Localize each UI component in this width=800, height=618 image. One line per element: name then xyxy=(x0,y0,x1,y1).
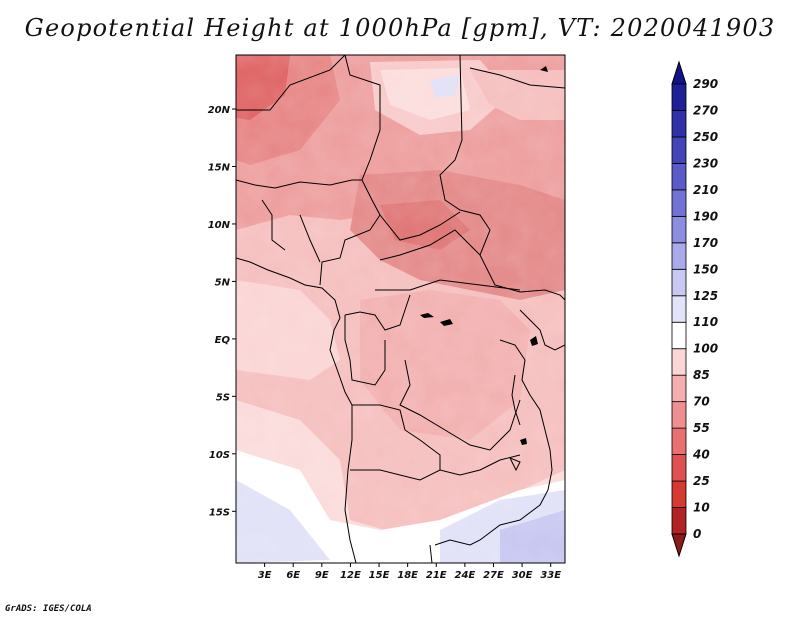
map-title: Geopotential Height at 1000hPa [gpm], VT… xyxy=(24,14,776,42)
colorbar-swatch xyxy=(671,295,687,323)
colorbar-label: 290 xyxy=(693,77,718,91)
colorbar-swatch xyxy=(671,189,687,217)
x-tick-label: 27E xyxy=(483,570,504,581)
y-tick-label: 5N xyxy=(215,277,231,288)
colorbar-swatch xyxy=(671,507,687,535)
y-tick-label: 10N xyxy=(208,220,231,231)
colorbar-swatch xyxy=(671,110,687,138)
y-tick-label: 10S xyxy=(209,450,230,461)
map-frame xyxy=(235,54,566,564)
x-tick-label: 24E xyxy=(454,570,475,581)
colorbar-swatch xyxy=(671,427,687,455)
colorbar-label: 190 xyxy=(693,209,718,223)
x-tick-label: 18E xyxy=(397,570,418,581)
colorbar-swatch xyxy=(671,374,687,403)
colorbar-swatch xyxy=(671,83,687,111)
colorbar-label: 10 xyxy=(693,501,710,515)
x-tick-label: 15E xyxy=(369,570,390,581)
colorbar-swatch xyxy=(671,480,687,508)
colorbar-label: 55 xyxy=(693,421,710,435)
colorbar-top-arrow xyxy=(671,60,687,85)
colorbar-label: 150 xyxy=(693,262,718,276)
footer-credit: GrADS: IGES/COLA xyxy=(5,604,92,614)
colorbar-swatch xyxy=(671,163,687,191)
x-tick-label: 30E xyxy=(512,570,533,581)
colorbar-label: 270 xyxy=(693,103,718,117)
x-tick-label: 21E xyxy=(426,570,447,581)
colorbar-label: 110 xyxy=(693,315,718,329)
colorbar-label: 250 xyxy=(693,130,718,144)
colorbar-swatch xyxy=(671,215,687,244)
colorbar-label: 25 xyxy=(693,474,710,488)
colorbar-swatch xyxy=(671,454,687,482)
y-tick-label: 5S xyxy=(216,392,230,403)
x-tick-label: 3E xyxy=(258,570,272,581)
colorbar-label: 0 xyxy=(693,527,701,541)
colorbar-swatch xyxy=(671,401,687,429)
colorbar-bottom-arrow xyxy=(671,533,687,558)
latitude-axis: 20N 15N 10N 5N EQ 5S 10S 15S xyxy=(208,105,236,518)
y-tick-label: EQ xyxy=(215,335,231,346)
colorbar: 0 10 25 40 55 70 85 100 110 125 150 170 190 210 230 250… xyxy=(671,60,718,558)
y-tick-label: 20N xyxy=(208,105,231,116)
colorbar-label: 100 xyxy=(693,342,718,356)
colorbar-swatch xyxy=(671,348,687,376)
colorbar-label: 170 xyxy=(693,236,718,250)
colorbar-label: 230 xyxy=(693,156,718,170)
colorbar-label: 85 xyxy=(693,368,710,382)
y-tick-label: 15N xyxy=(208,162,231,173)
colorbar-swatch xyxy=(671,242,687,270)
x-tick-label: 9E xyxy=(315,570,329,581)
x-tick-label: 12E xyxy=(340,570,361,581)
colorbar-swatch xyxy=(671,268,687,297)
colorbar-label: 210 xyxy=(693,183,718,197)
colorbar-label: 70 xyxy=(693,395,710,409)
colorbar-label: 125 xyxy=(693,289,718,303)
colorbar-label: 40 xyxy=(692,448,710,462)
x-tick-label: 6E xyxy=(286,570,300,581)
y-tick-label: 15S xyxy=(209,507,230,518)
colorbar-swatch xyxy=(671,136,687,164)
x-tick-label: 33E xyxy=(540,570,561,581)
colorbar-swatch xyxy=(671,321,687,350)
height-field xyxy=(236,55,565,563)
longitude-axis: 3E 6E 9E 12E 15E 18E 21E 24E 27E 30E 33E xyxy=(258,563,561,581)
